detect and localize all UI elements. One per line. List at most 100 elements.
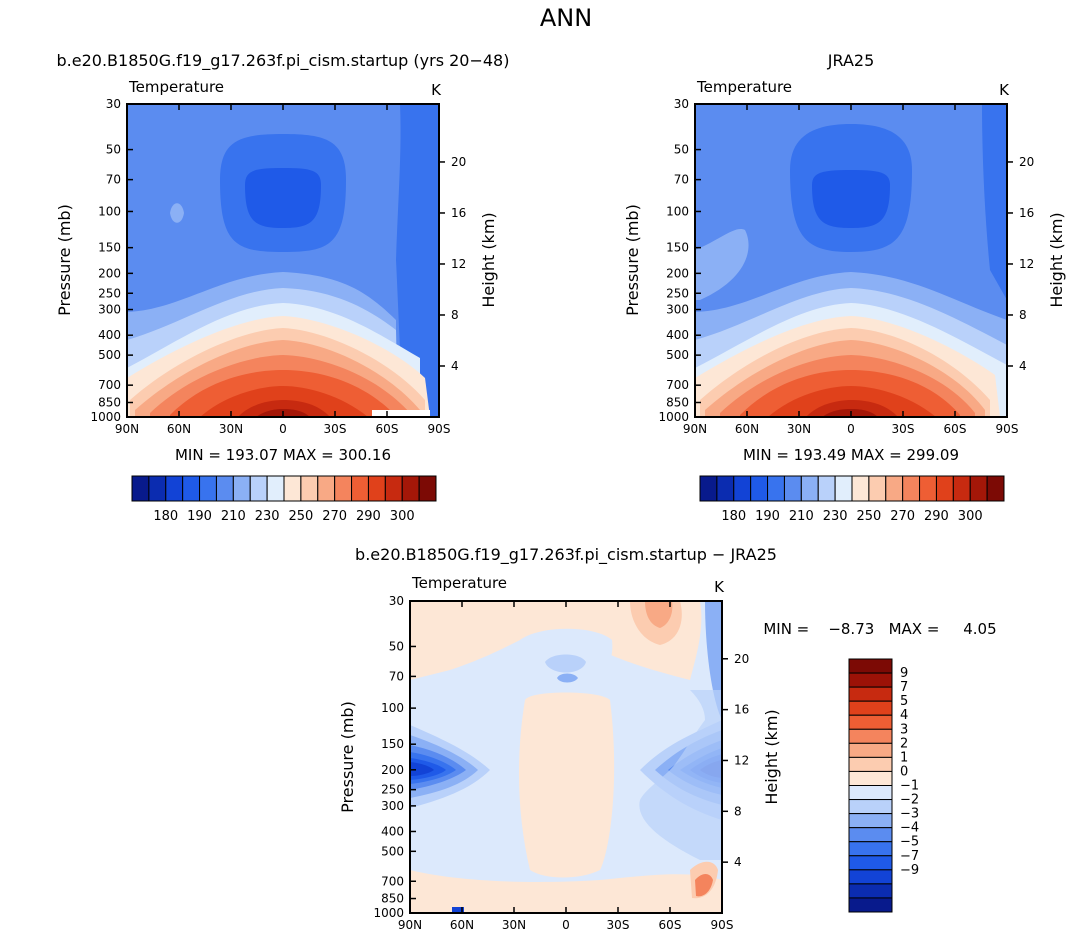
x-tick-label: 60S <box>659 918 682 932</box>
band-300 <box>822 409 878 417</box>
band-210 <box>245 168 321 228</box>
y-tick-label: 30 <box>674 97 689 111</box>
colorbar-label: −1 <box>900 779 919 794</box>
x-tick-label: 60S <box>944 422 967 436</box>
panel-diff: b.e20.B1850G.f19_g17.263f.pi_cism.startu… <box>338 545 997 932</box>
y-tick-label: 400 <box>381 824 404 838</box>
y-tick-label: 500 <box>98 348 121 362</box>
x-tick-label: 0 <box>562 918 570 932</box>
band-220-sp <box>396 104 439 417</box>
band-210 <box>812 170 890 228</box>
colorbar-label: −5 <box>900 835 919 850</box>
colorbar-label: 210 <box>221 509 246 524</box>
y-right-tick-label: 8 <box>451 308 459 322</box>
x-tick-label: 30N <box>219 422 243 436</box>
colorbar-swatch <box>834 475 853 502</box>
y-tick-label: 1000 <box>373 906 404 920</box>
y-right-tick-label: 4 <box>1019 359 1027 373</box>
y-right-tick-label: 16 <box>451 206 466 220</box>
y-tick-label: 50 <box>106 143 121 157</box>
colorbar-swatch <box>367 475 386 502</box>
colorbar-label: 290 <box>356 509 381 524</box>
colorbar-swatch <box>848 841 893 857</box>
panel-title-obs: JRA25 <box>827 51 875 70</box>
x-tick-label: 60N <box>167 422 191 436</box>
colorbar-swatch <box>699 475 718 502</box>
y-tick-label: 150 <box>381 737 404 751</box>
colorbar-label: 7 <box>900 680 908 695</box>
x-tick-label: 90S <box>428 422 451 436</box>
colorbar-label: 3 <box>900 722 908 737</box>
colorbar-label: 4 <box>900 708 908 723</box>
colorbar-obs: 180 190 210 230 250 270 290 300 <box>699 475 1005 524</box>
y-tick-label: 700 <box>666 378 689 392</box>
band-295 <box>238 400 330 417</box>
colorbar-swatch <box>767 475 785 502</box>
y-right-axis-label-obs: Height (km) <box>1047 212 1066 307</box>
y-tick-label: 100 <box>666 204 689 218</box>
y-tick-label: 850 <box>666 395 689 409</box>
y-right-tick-label: 20 <box>1019 155 1034 169</box>
x-tick-label: 60N <box>450 918 474 932</box>
panel-title-diff: b.e20.B1850G.f19_g17.263f.pi_cism.startu… <box>355 545 777 565</box>
colorbar-swatch <box>848 785 893 801</box>
colorbar-swatch <box>868 475 887 502</box>
y-tick-label: 150 <box>666 241 689 255</box>
x-tick-label: 90N <box>398 918 422 932</box>
x-tick-label: 0 <box>847 422 855 436</box>
colorbar-label: 230 <box>823 509 848 524</box>
band-neg-sfc-patch <box>452 907 464 913</box>
y-right-tick-label: 20 <box>451 155 466 169</box>
colorbar-swatch <box>716 475 735 502</box>
y-tick-label: 1000 <box>658 410 689 424</box>
page-title: ANN <box>540 4 592 32</box>
y-tick-label: 850 <box>381 892 404 906</box>
colorbar-swatch <box>969 475 988 502</box>
band-0-1-bottom <box>410 870 722 913</box>
axes-model: 90N 60N 30N 0 30S 60S 90S 30 50 70 100 150 200 250 300… <box>90 97 466 436</box>
colorbar-swatch <box>848 756 893 772</box>
colorbar-swatch <box>418 475 437 502</box>
colorbar-swatch <box>215 475 234 502</box>
colorbar-swatch <box>817 475 836 502</box>
colorbar-swatch <box>131 475 150 502</box>
panel-model: b.e20.B1850G.f19_g17.263f.pi_cism.startu… <box>55 51 509 524</box>
band-230-patch <box>695 229 749 300</box>
y-right-tick-label: 4 <box>451 359 459 373</box>
colorbar-swatch <box>148 475 167 502</box>
y-tick-label: 70 <box>106 173 121 187</box>
colorbar-swatch <box>935 475 954 502</box>
x-tick-label: 90S <box>711 918 734 932</box>
y-right-tick-label: 16 <box>1019 206 1034 220</box>
colorbar-swatch <box>334 475 353 502</box>
colorbar-label: 250 <box>856 509 881 524</box>
y-axis-label-obs: Pressure (mb) <box>623 204 642 316</box>
colorbar-swatch <box>848 742 893 758</box>
colorbar-swatch <box>351 475 369 502</box>
colorbar-swatch <box>848 770 893 787</box>
missing-data-patch <box>372 410 430 417</box>
band-neg-eq-core <box>557 673 578 683</box>
y-tick-label: 200 <box>666 266 689 280</box>
y-tick-label: 850 <box>98 395 121 409</box>
min-max-diff: MIN = −8.73 MAX = 4.05 <box>763 620 996 638</box>
colorbar-label: −9 <box>900 863 919 878</box>
colorbar-swatch <box>401 475 420 502</box>
colorbar-swatch <box>199 475 217 502</box>
x-tick-label: 90S <box>996 422 1019 436</box>
colorbar-label: 190 <box>187 509 212 524</box>
colorbar-swatch <box>266 475 285 502</box>
colorbar-label: 300 <box>390 509 415 524</box>
min-max-model: MIN = 193.07 MAX = 300.16 <box>175 446 391 464</box>
colorbar-label: 300 <box>958 509 983 524</box>
y-tick-label: 250 <box>98 286 121 300</box>
y-tick-label: 400 <box>98 328 121 342</box>
colorbar-swatch <box>952 475 971 502</box>
colorbar-swatch <box>848 883 893 899</box>
colorbar-swatch <box>783 475 802 502</box>
colorbar-swatch <box>300 475 319 502</box>
colorbar-swatch <box>848 672 893 688</box>
y-right-tick-label: 4 <box>734 855 742 869</box>
y-right-tick-label: 12 <box>734 753 749 767</box>
colorbar-swatch <box>800 475 819 502</box>
